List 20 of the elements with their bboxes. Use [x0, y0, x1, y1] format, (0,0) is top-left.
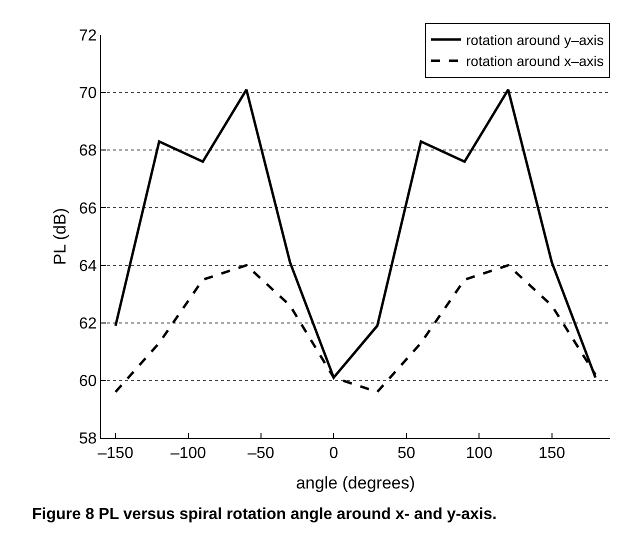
x-tick-label: 0 — [329, 445, 338, 462]
y-tick-label: 70 — [79, 85, 97, 102]
y-tick-label: 64 — [79, 258, 97, 275]
y-tick-label: 66 — [79, 200, 97, 218]
y-tick-label: 68 — [79, 142, 97, 160]
x-tick-label: –50 — [248, 445, 274, 462]
y-tick-label: 72 — [79, 28, 97, 45]
y-tick-label: 60 — [79, 373, 97, 390]
caption: Figure 8 PL versus spiral rotation angle around x- and y-axis. — [32, 506, 497, 523]
y-tick-label: 58 — [79, 430, 97, 448]
x-axis-title: angle (degrees) — [296, 474, 416, 493]
y-tick-label: 62 — [79, 315, 97, 332]
y-axis-title: PL (dB) — [50, 208, 70, 266]
legend-label: rotation around x–axis — [466, 53, 604, 70]
x-tick-label: 50 — [398, 445, 416, 462]
x-tick-label: –100 — [170, 445, 206, 462]
x-tick-label: 100 — [466, 445, 493, 462]
x-tick-label: 150 — [538, 445, 566, 462]
legend-label: rotation around y–axis — [466, 32, 604, 48]
x-tick-label: –150 — [98, 445, 134, 462]
